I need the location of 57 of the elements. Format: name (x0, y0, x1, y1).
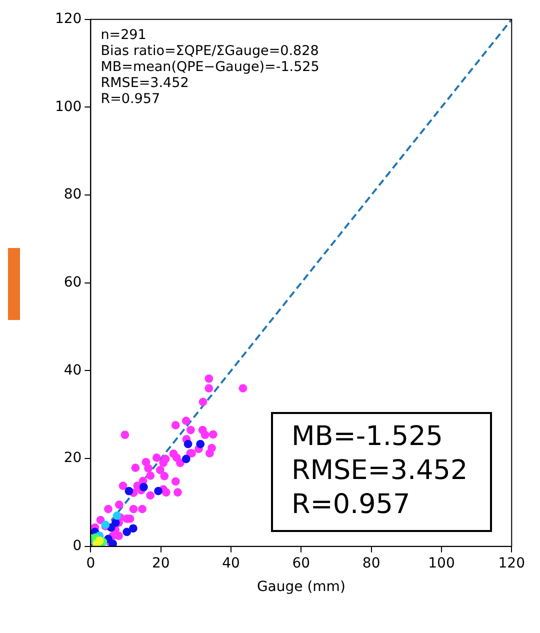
point (171, 477, 180, 486)
point (154, 486, 162, 496)
y-tick-label: 40 (64, 362, 82, 378)
point (200, 430, 210, 440)
point (120, 430, 130, 440)
point (196, 440, 205, 448)
x-tick-label: 80 (362, 555, 380, 572)
x-tick-label: 40 (222, 555, 240, 572)
point (146, 471, 155, 480)
x-tick-label: 100 (428, 555, 455, 572)
point (186, 426, 195, 434)
annotation: MB=-1.525 RMSE=3.452 R=0.957 (271, 412, 492, 532)
y-tick-label: 0 (72, 538, 82, 554)
point (131, 464, 140, 472)
point (182, 416, 190, 425)
point (138, 504, 146, 514)
y-tick-label: 80 (64, 186, 82, 203)
x-axis-title: Gauge (mm) (256, 579, 346, 596)
x-tick-label: 20 (152, 555, 170, 572)
point (171, 420, 180, 430)
y-tick-label: 120 (54, 11, 82, 28)
point (122, 528, 132, 536)
point (144, 464, 152, 472)
point (139, 482, 148, 492)
point (108, 540, 118, 546)
point (118, 482, 128, 490)
point (129, 504, 138, 514)
point (124, 486, 134, 496)
point (152, 453, 161, 462)
point (198, 398, 208, 406)
point (156, 466, 164, 474)
point (160, 472, 169, 480)
y-tick-label: 60 (64, 274, 82, 291)
point (174, 488, 182, 497)
y-tick-label: 100 (54, 98, 82, 115)
x-tick-label: 60 (292, 555, 310, 572)
point (104, 504, 112, 514)
point (182, 454, 190, 464)
point (112, 511, 122, 520)
x-tick-label: 120 (498, 555, 526, 572)
y-tick-label: 20 (64, 450, 82, 466)
point (204, 374, 214, 383)
point (238, 384, 248, 392)
point (205, 449, 214, 458)
point (162, 488, 170, 497)
point (176, 458, 184, 468)
point (114, 500, 124, 509)
point (92, 540, 101, 546)
point (208, 430, 218, 439)
point (114, 532, 123, 540)
point (146, 491, 155, 500)
point (184, 440, 192, 448)
point (159, 458, 168, 468)
annotation: n=291 Bias ratio=ΣQPE/ΣGauge=0.828 MB=mean(QPE−Gauge)=-1.525 RMSE=3.452 R=0.957 (100, 27, 320, 108)
x-tick-label: 0 (86, 555, 96, 572)
point (204, 384, 214, 392)
point (128, 524, 138, 533)
